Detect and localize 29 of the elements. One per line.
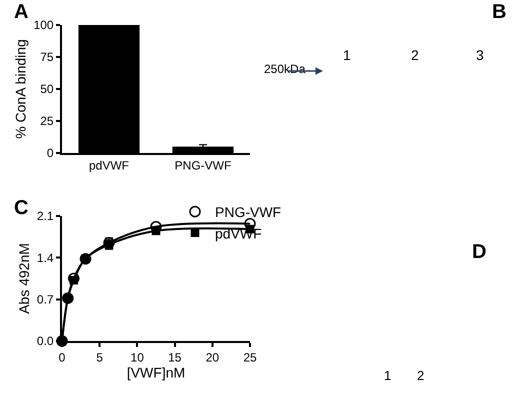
- x-axis-title: [VWF]nM: [126, 364, 186, 380]
- text: B: [492, 1, 506, 23]
- y-axis-title: Abs 492nM: [16, 243, 32, 314]
- text: 2: [417, 368, 424, 383]
- text: 1: [384, 368, 392, 383]
- legend-label: PNG-VWF: [215, 204, 282, 220]
- x-tick-label: 10: [130, 350, 144, 364]
- y-tick-label: 100: [34, 18, 54, 32]
- chart-title: A: [14, 1, 28, 23]
- y-tick-label: 1.4: [36, 250, 54, 265]
- text: D: [472, 241, 486, 263]
- y-tick-label: 0.0: [36, 334, 54, 348]
- text: 2: [411, 47, 419, 63]
- x-tick-label: 25: [243, 350, 257, 364]
- text: 3: [476, 47, 484, 63]
- y-tick-label: 50: [40, 82, 54, 96]
- y-tick-label: 0.7: [36, 292, 54, 307]
- x-tick-label: 15: [168, 350, 182, 364]
- x-tick-label: 0: [58, 350, 66, 364]
- y-tick-label: 2.1: [36, 209, 54, 224]
- y-tick-label: 25: [40, 114, 54, 128]
- y-tick-label: 75: [40, 50, 54, 64]
- y-tick-label: 0: [46, 146, 54, 160]
- chart-title: C: [14, 197, 28, 219]
- y-axis-title: % ConA binding: [12, 39, 29, 139]
- x-tick-label: 20: [206, 350, 220, 364]
- text: 250kDa: [264, 62, 306, 76]
- x-tick-label: 5: [96, 350, 104, 364]
- text: 1: [343, 47, 351, 63]
